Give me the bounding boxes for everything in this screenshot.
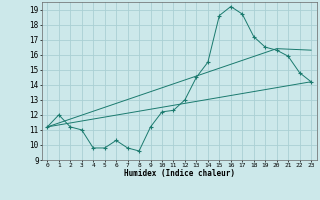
X-axis label: Humidex (Indice chaleur): Humidex (Indice chaleur): [124, 169, 235, 178]
